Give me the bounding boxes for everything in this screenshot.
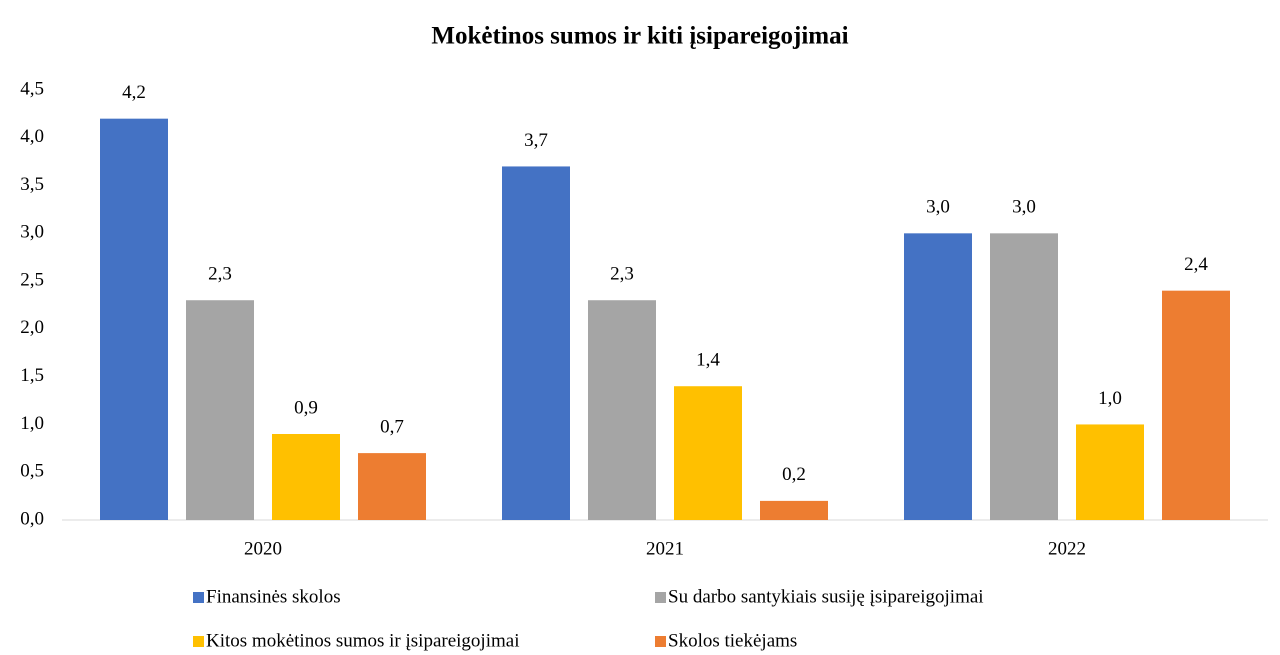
data-label: 0,2 <box>782 464 806 485</box>
data-label: 2,4 <box>1184 254 1208 275</box>
y-tick-label: 1,0 <box>20 413 44 434</box>
bar <box>588 300 656 520</box>
data-label: 1,4 <box>696 350 720 371</box>
data-label: 3,0 <box>926 197 950 218</box>
chart-title: Mokėtinos sumos ir kiti įsipareigojimai <box>431 23 848 50</box>
x-tick-label: 2021 <box>646 538 684 559</box>
data-label: 2,3 <box>610 264 634 285</box>
x-tick-label: 2022 <box>1048 538 1086 559</box>
legend-swatch <box>655 636 666 647</box>
bar <box>904 233 972 521</box>
data-label: 1,0 <box>1098 388 1122 409</box>
legend-swatch <box>193 592 204 603</box>
bar <box>502 166 570 520</box>
legend-label: Su darbo santykiais susiję įsipareigojim… <box>668 586 984 607</box>
bar <box>1162 290 1230 520</box>
bar <box>1076 424 1144 520</box>
data-label: 3,7 <box>524 130 548 151</box>
y-tick-label: 2,0 <box>20 317 44 338</box>
legend-label: Finansinės skolos <box>206 586 341 607</box>
data-label: 4,2 <box>122 82 146 103</box>
legend-swatch <box>193 636 204 647</box>
data-label: 3,0 <box>1012 197 1036 218</box>
y-tick-label: 4,5 <box>20 78 44 99</box>
y-tick-label: 4,0 <box>20 126 44 147</box>
x-tick-label: 2020 <box>244 538 282 559</box>
bar <box>990 233 1058 521</box>
data-label: 2,3 <box>208 264 232 285</box>
bar <box>674 386 742 520</box>
data-label: 0,9 <box>294 397 318 418</box>
bar <box>100 118 168 521</box>
y-tick-label: 0,0 <box>20 508 44 529</box>
bar <box>358 453 426 520</box>
legend-label: Kitos mokėtinos sumos ir įsipareigojimai <box>206 630 519 651</box>
bar <box>272 434 340 520</box>
legend-swatch <box>655 592 666 603</box>
y-tick-label: 0,5 <box>20 461 44 482</box>
y-tick-label: 2,5 <box>20 269 44 290</box>
legend-label: Skolos tiekėjams <box>668 630 797 651</box>
y-tick-label: 3,5 <box>20 174 44 195</box>
y-tick-label: 3,0 <box>20 222 44 243</box>
data-label: 0,7 <box>380 416 404 437</box>
bar <box>760 500 828 520</box>
y-tick-label: 1,5 <box>20 365 44 386</box>
bar <box>186 300 254 520</box>
